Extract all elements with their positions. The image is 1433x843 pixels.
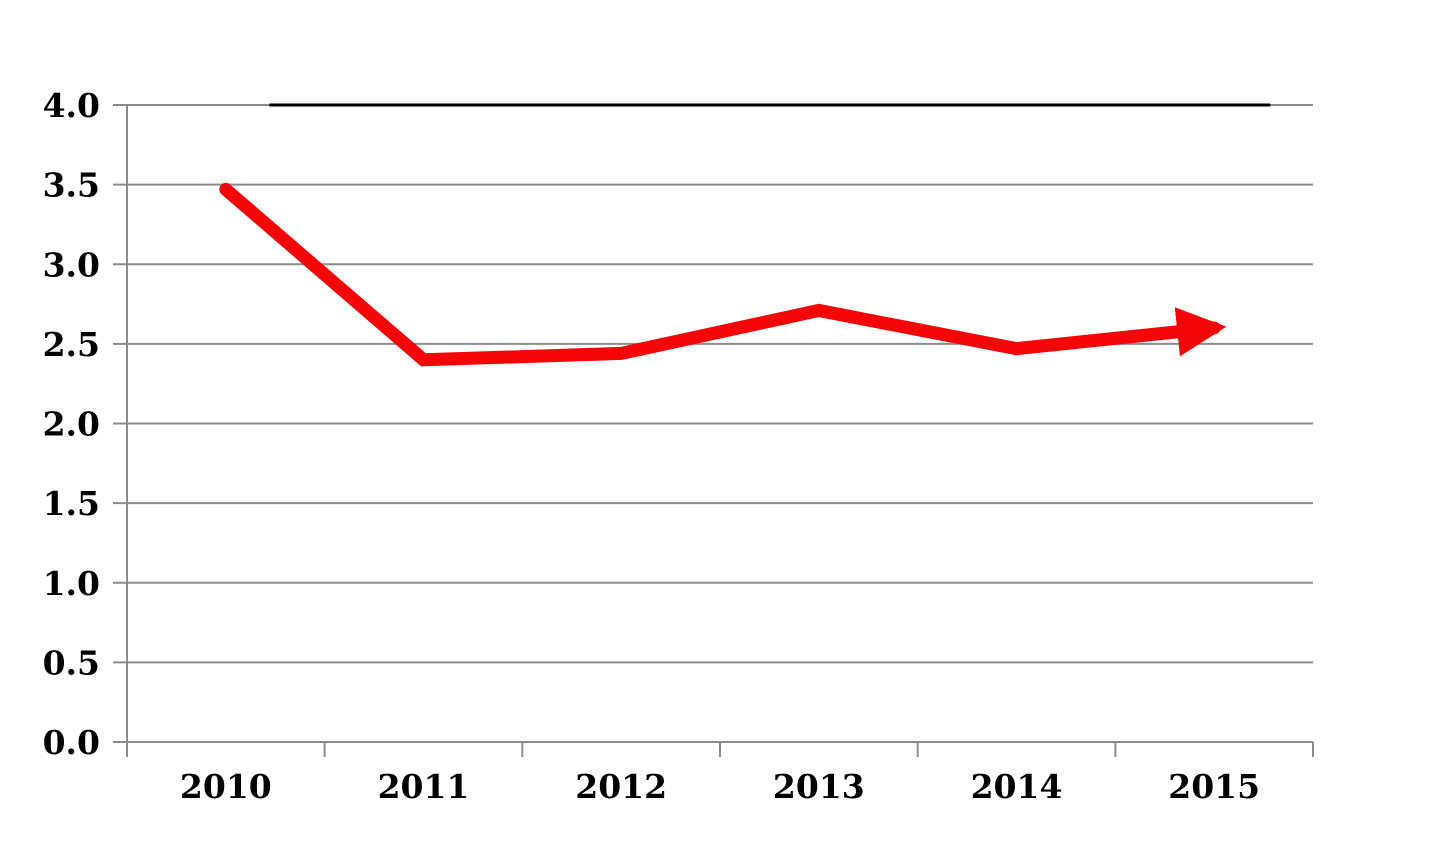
y-axis-labels: 4.0 3.5 3.0 2.5 2.0 1.5 1.0 0.5 0.0 [43,86,100,762]
y-axis-label: 1.0 [43,564,100,603]
y-axis-label: 2.0 [43,405,100,444]
x-axis-label: 2015 [1168,767,1260,806]
y-axis-label: 0.5 [43,643,100,682]
axis-lines [126,105,1313,757]
x-axis-label: 2013 [773,767,865,806]
y-axis-label: 3.0 [43,245,100,284]
y-axis-label: 4.0 [43,86,100,125]
x-axis-label: 2010 [180,767,272,806]
y-axis-label: 3.5 [43,166,100,205]
x-axis-label: 2014 [971,767,1063,806]
x-axis-ticks [126,742,1314,757]
y-axis-label: 2.5 [43,325,100,364]
x-axis-label: 2011 [378,767,470,806]
data-series-group [219,182,1227,367]
data-line [219,182,1227,367]
y-axis-label: 0.0 [43,723,100,762]
x-axis-labels: 2010 2011 2012 2013 2014 2015 [180,767,1260,806]
y-axis-label: 1.5 [43,484,100,523]
x-axis-label: 2012 [575,767,667,806]
gridlines [127,104,1313,743]
y-axis-ticks [113,104,127,743]
